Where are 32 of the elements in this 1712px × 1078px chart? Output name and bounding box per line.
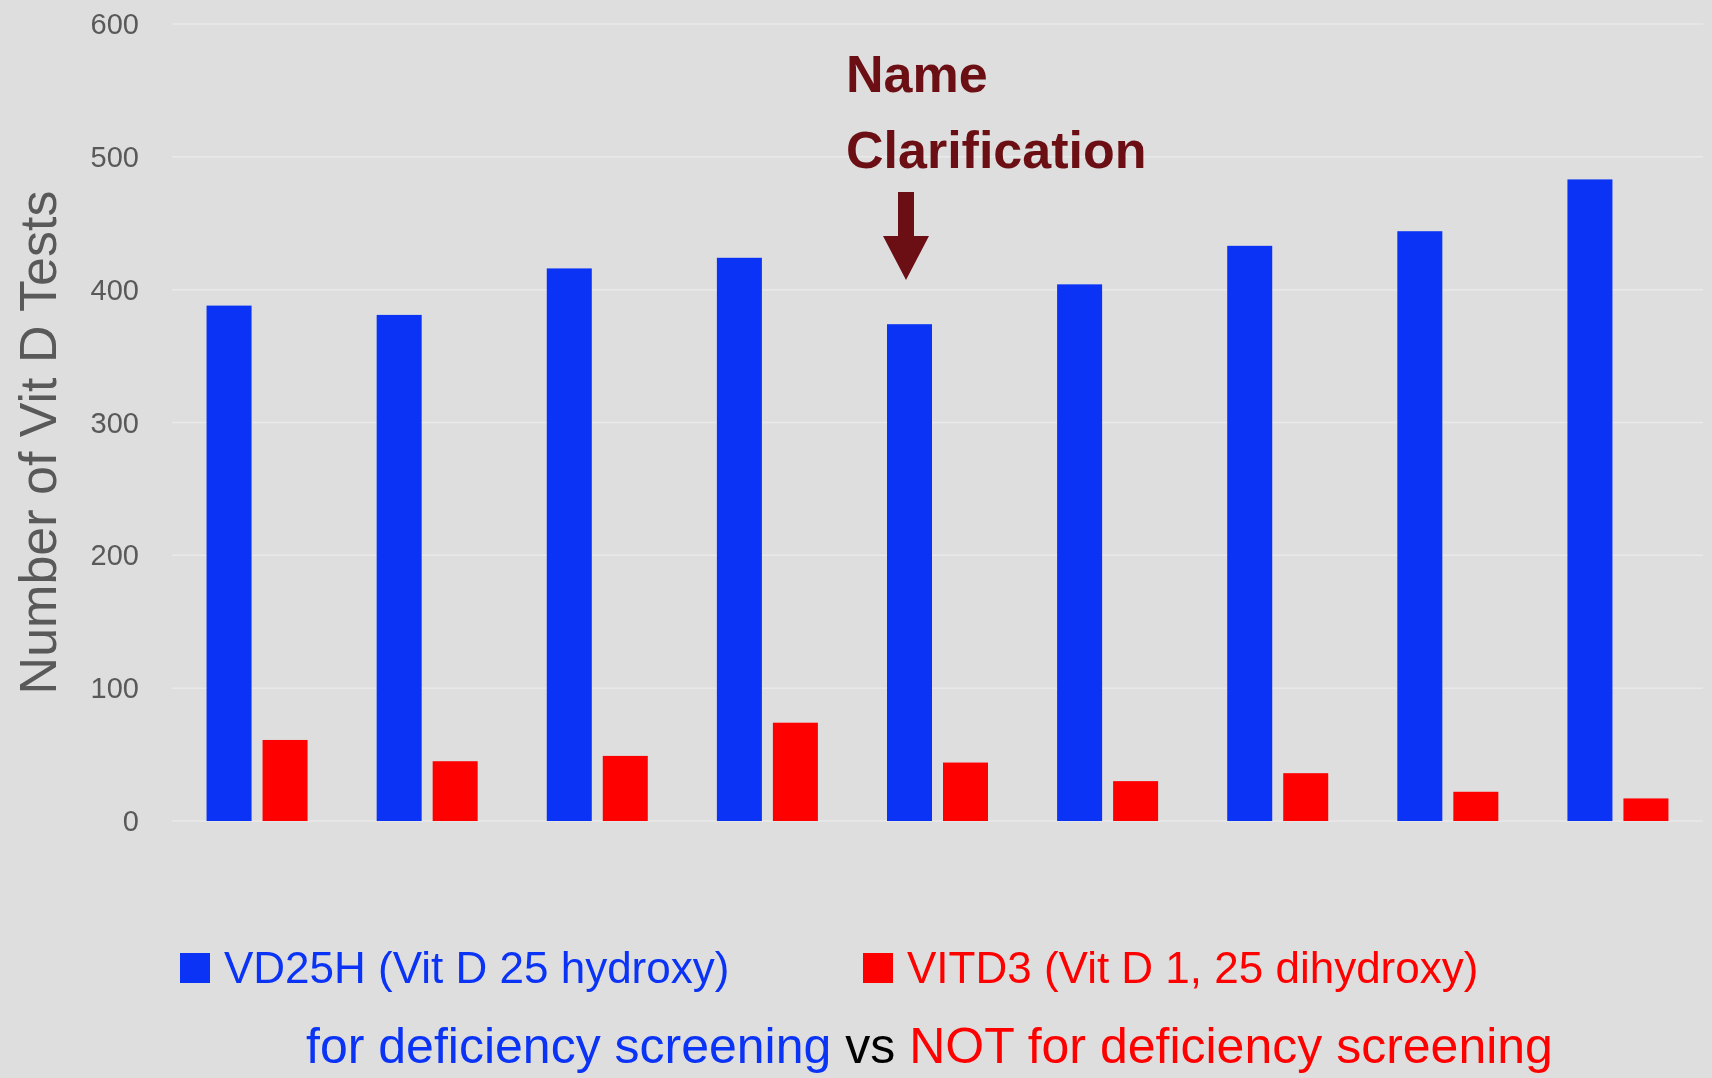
bar (1623, 798, 1669, 821)
bar (262, 739, 308, 821)
text: NOT for deficiency screening (895, 1018, 1553, 1074)
y-tick-label: 400 (90, 273, 139, 306)
bar (1453, 791, 1499, 821)
legend-label: VITD3 (Vit D 1, 25 dihydroxy) (907, 943, 1479, 993)
bar (376, 314, 422, 821)
bar (716, 257, 762, 821)
bar (1567, 179, 1613, 821)
annotation: Name Clarification (846, 45, 1147, 179)
y-tick-label: 500 (90, 140, 139, 173)
bar (432, 761, 478, 821)
bar (1227, 245, 1273, 821)
bar (1057, 284, 1103, 821)
y-tick-label: 300 (90, 406, 139, 439)
bar (887, 324, 932, 821)
text: for deficiency screening (306, 1018, 832, 1074)
bar (602, 755, 648, 821)
bar (1397, 231, 1443, 821)
y-tick-label: 0 (122, 805, 139, 838)
legend-label: VD25H (Vit D 25 hydroxy) (224, 943, 730, 993)
bar (206, 305, 252, 821)
y-axis-title: Number of Vit D Tests (9, 190, 67, 695)
y-tick-label: 600 (90, 8, 139, 41)
bar (1283, 773, 1329, 821)
bar (1113, 781, 1159, 821)
y-tick-label: 200 (90, 539, 139, 572)
bar (546, 268, 592, 821)
bar (772, 722, 818, 821)
text: vs (831, 1018, 896, 1074)
y-tick-label: 100 (90, 672, 139, 705)
bar (943, 762, 988, 821)
